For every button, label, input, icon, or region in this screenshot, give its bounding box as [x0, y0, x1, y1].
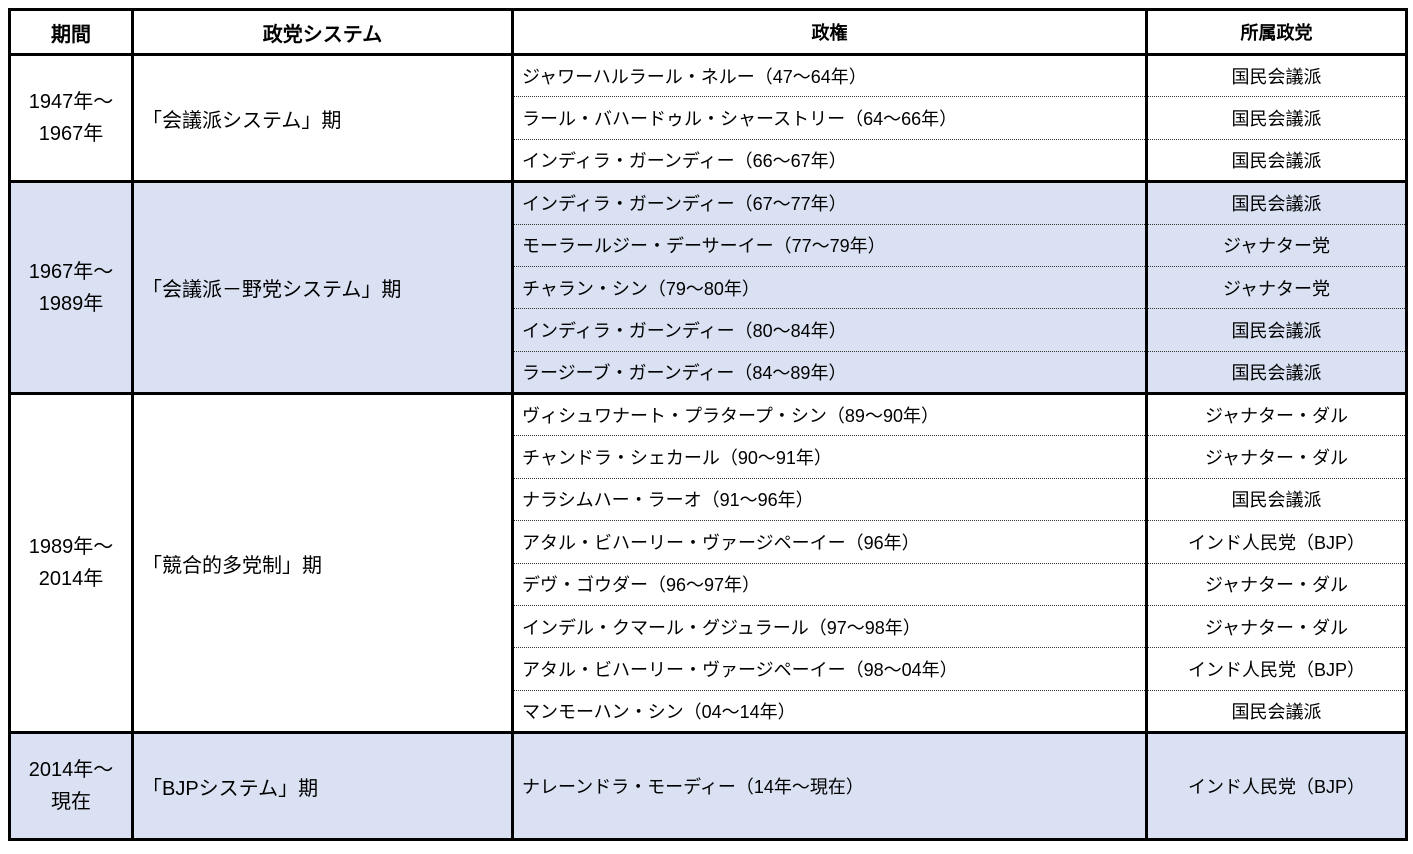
table-row: 1947年〜 1967年 「会議派システム」期 ジャワーハルラール・ネルー（47… [9, 54, 1407, 182]
table-row: ラール・バハードゥル・シャーストリー（64〜66年） 国民会議派 [10, 96, 1407, 140]
period-line-1: 1947年〜 [28, 91, 114, 114]
admin-cell: アタル・ビハーリー・ヴァージペーイー（98〜04年） [511, 647, 1147, 691]
admin-cell: ナレーンドラ・モーディー（14年〜現在） [511, 732, 1147, 840]
period-line-2: 1967年 [38, 123, 104, 146]
system-cell: 「会議派－野党システム」期 [131, 181, 513, 394]
party-cell: ジャナター・ダル [1145, 562, 1407, 606]
party-cell: 国民会議派 [1145, 54, 1407, 97]
admin-cell: チャンドラ・シェカール（90〜91年） [511, 435, 1147, 479]
admin-cell: ジャワーハルラール・ネルー（47〜64年） [511, 54, 1147, 97]
header-party: 所属政党 [1145, 9, 1407, 56]
period-cell: 1967年〜 1989年 [9, 181, 133, 394]
party-cell: ジャナター・ダル [1145, 604, 1407, 648]
table-row: ナラシムハー・ラーオ（91〜96年） 国民会議派 [10, 477, 1407, 521]
table-row: チャンドラ・シェカール（90〜91年） ジャナター・ダル [10, 435, 1407, 479]
admin-cell: ラール・バハードゥル・シャーストリー（64〜66年） [511, 96, 1147, 140]
admin-cell: モーラールジー・デーサーイー（77〜79年） [511, 223, 1147, 267]
period-line-1: 2014年〜 [28, 759, 114, 781]
party-cell: 国民会議派 [1145, 477, 1407, 521]
admin-cell: インディラ・ガーンディー（67〜77年） [511, 181, 1147, 224]
header-system: 政党システム [131, 9, 513, 56]
party-cell: 国民会議派 [1145, 350, 1407, 394]
period-line-2: 現在 [51, 791, 91, 813]
party-cell: 国民会議派 [1145, 138, 1407, 182]
table-row: モーラールジー・デーサーイー（77〜79年） ジャナター党 [10, 223, 1407, 267]
party-cell: インド人民党（BJP） [1145, 520, 1407, 563]
party-cell: インド人民党（BJP） [1145, 732, 1407, 840]
party-cell: ジャナター党 [1145, 265, 1407, 309]
system-cell: 「BJPシステム」期 [131, 732, 513, 840]
admin-cell: インデル・クマール・グジュラール（97〜98年） [511, 604, 1147, 648]
admin-cell: ヴィシュワナート・プラタープ・シン（89〜90年） [511, 393, 1147, 436]
admin-cell: チャラン・シン（79〜80年） [511, 265, 1147, 309]
table-row: 2014年〜 現在 「BJPシステム」期 ナレーンドラ・モーディー（14年〜現在… [9, 732, 1407, 840]
table-row: 1967年〜 1989年 「会議派－野党システム」期 インディラ・ガーンディー（… [9, 181, 1407, 394]
group-competitive-multiparty: 1989年〜 2014年 「競合的多党制」期 ヴィシュワナート・プラタープ・シン… [9, 393, 1407, 733]
system-cell: 「会議派システム」期 [131, 54, 513, 182]
party-cell: 国民会議派 [1145, 96, 1407, 140]
admin-cell: アタル・ビハーリー・ヴァージペーイー（96年） [511, 520, 1147, 563]
admin-cell: デヴ・ゴウダー（96〜97年） [511, 562, 1147, 606]
period-line-2: 2014年 [38, 568, 104, 590]
table-row: インディラ・ガーンディー（80〜84年） 国民会議派 [10, 308, 1407, 352]
table-row: アタル・ビハーリー・ヴァージペーイー（96年） インド人民党（BJP） [10, 520, 1407, 563]
header-period: 期間 [9, 9, 133, 56]
period-cell: 2014年〜 現在 [9, 732, 133, 840]
table-row: チャラン・シン（79〜80年） ジャナター党 [10, 265, 1407, 309]
party-cell: インド人民党（BJP） [1145, 647, 1407, 691]
table-row: インデル・クマール・グジュラール（97〜98年） ジャナター・ダル [10, 604, 1407, 648]
party-cell: 国民会議派 [1145, 181, 1407, 224]
table-row: デヴ・ゴウダー（96〜97年） ジャナター・ダル [10, 562, 1407, 606]
party-cell: ジャナター・ダル [1145, 393, 1407, 436]
party-cell: ジャナター党 [1145, 223, 1407, 267]
admin-cell: インディラ・ガーンディー（80〜84年） [511, 308, 1147, 352]
table-row: 1989年〜 2014年 「競合的多党制」期 ヴィシュワナート・プラタープ・シン… [9, 393, 1407, 733]
period-cell: 1947年〜 1967年 [9, 54, 133, 182]
admin-cell: ラージーブ・ガーンディー（84〜89年） [511, 350, 1147, 394]
period-line-1: 1967年〜 [28, 260, 114, 283]
admin-cell: マンモーハン・シン（04〜14年） [511, 689, 1147, 733]
party-cell: ジャナター・ダル [1145, 435, 1407, 479]
table-row: ラージーブ・ガーンディー（84〜89年） 国民会議派 [10, 350, 1407, 394]
system-cell: 「競合的多党制」期 [131, 393, 513, 733]
table-row: インディラ・ガーンディー（66〜67年） 国民会議派 [10, 138, 1407, 182]
group-congress-opposition-system: 1967年〜 1989年 「会議派－野党システム」期 インディラ・ガーンディー（… [9, 181, 1407, 394]
group-congress-system: 1947年〜 1967年 「会議派システム」期 ジャワーハルラール・ネルー（47… [9, 54, 1407, 182]
party-cell: 国民会議派 [1145, 308, 1407, 352]
header-row: 期間 政党システム 政権 所属政党 [9, 9, 1407, 56]
party-cell: 国民会議派 [1145, 689, 1407, 733]
table-row: マンモーハン・シン（04〜14年） 国民会議派 [10, 689, 1407, 733]
period-line-1: 1989年〜 [28, 536, 114, 558]
party-system-table: 期間 政党システム 政権 所属政党 1947年〜 1967年 「会議派システム」… [8, 8, 1408, 841]
admin-cell: ナラシムハー・ラーオ（91〜96年） [511, 477, 1147, 521]
admin-cell: インディラ・ガーンディー（66〜67年） [511, 138, 1147, 182]
table-row: アタル・ビハーリー・ヴァージペーイー（98〜04年） インド人民党（BJP） [10, 647, 1407, 691]
period-line-2: 1989年 [38, 292, 104, 315]
header-administration: 政権 [511, 9, 1147, 56]
period-cell: 1989年〜 2014年 [9, 393, 133, 733]
group-bjp-system: 2014年〜 現在 「BJPシステム」期 ナレーンドラ・モーディー（14年〜現在… [9, 732, 1407, 840]
